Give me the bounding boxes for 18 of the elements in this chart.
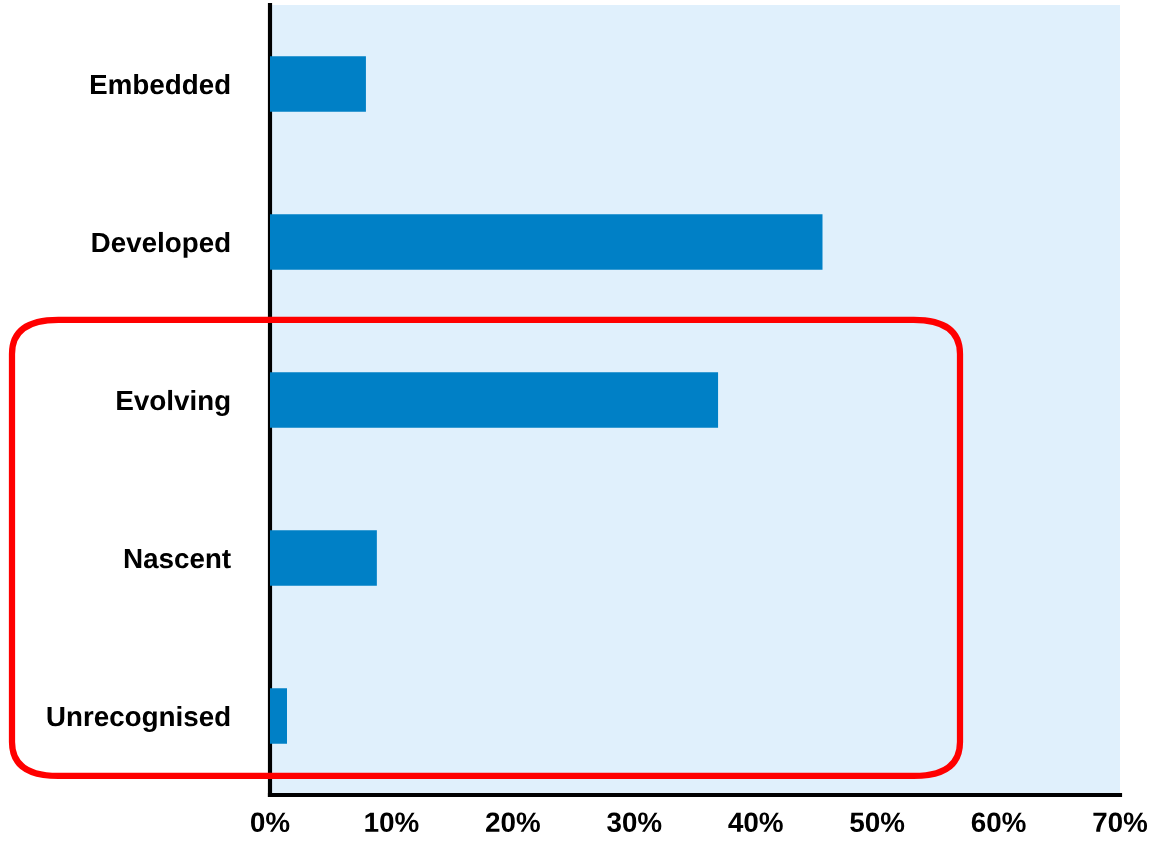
bar: [270, 56, 366, 112]
x-tick-label: 0%: [251, 812, 290, 833]
bar: [270, 214, 823, 270]
x-tick-label: 60%: [971, 812, 1026, 833]
x-tick-label: 50%: [850, 812, 905, 833]
x-tick-label: 30%: [607, 812, 662, 833]
bar: [270, 530, 377, 586]
y-tick-label: Unrecognised: [47, 705, 230, 732]
y-tick-label: Evolving: [117, 389, 230, 416]
bar: [270, 688, 287, 744]
bar: [270, 372, 719, 428]
x-tick-label: 10%: [365, 812, 419, 833]
y-tick-label: Nascent: [124, 548, 231, 569]
x-tick-label: 40%: [728, 812, 783, 833]
x-tick-label: 70%: [1093, 812, 1148, 833]
y-tick-label: Embedded: [90, 73, 230, 95]
y-tick-label: Developed: [92, 231, 230, 258]
x-tick-label: 20%: [486, 812, 540, 833]
